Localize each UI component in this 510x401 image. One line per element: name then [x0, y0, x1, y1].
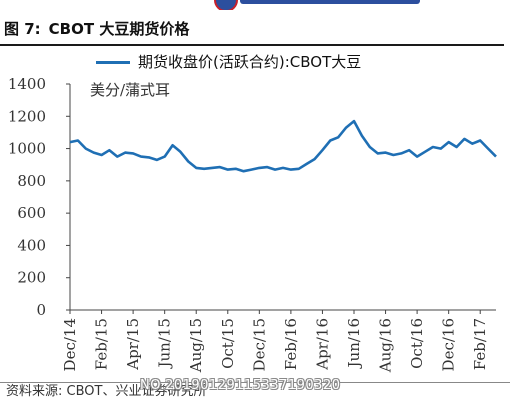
y-tick-label: 200 — [17, 269, 46, 287]
x-tick-label: Feb/16 — [282, 318, 300, 370]
x-tick-label: Feb/17 — [471, 318, 489, 370]
y-tick-label: 1200 — [8, 107, 46, 125]
y-tick-label: 800 — [17, 172, 46, 190]
figure-title: CBOT 大豆期货价格 — [48, 20, 190, 38]
brand-banner — [0, 0, 510, 10]
y-tick-label: 1400 — [8, 75, 46, 93]
y-tick-label: 1000 — [8, 140, 46, 158]
x-tick-label: Jun/15 — [156, 318, 174, 369]
x-tick-label: Oct/15 — [219, 318, 237, 369]
x-tick-label: Dec/15 — [250, 318, 268, 371]
x-tick-label: Jun/16 — [345, 318, 363, 369]
x-tick-label: Oct/16 — [408, 318, 426, 369]
x-tick-label: Apr/15 — [124, 318, 142, 371]
source-footer: 资料来源: CBOT、兴业证券研究所 NO.201901291153371903… — [0, 378, 510, 401]
x-tick-label: Aug/16 — [377, 318, 395, 373]
x-tick-label: Feb/15 — [93, 318, 111, 370]
chart-ticks: 0 200 400 600 800 1000 1200 1400 Dec/14 Feb/15 Apr… — [8, 75, 489, 373]
y-tick-label: 400 — [17, 236, 46, 254]
unit-label: 美分/蒲式耳 — [90, 81, 171, 99]
y-tick-label: 0 — [36, 301, 46, 319]
brand-wordmark — [240, 0, 420, 4]
legend-line-swatch — [96, 60, 130, 64]
watermark-text: NO.20190129115337190320 — [140, 378, 341, 393]
chart-axes — [69, 84, 496, 311]
figure-header: 图 7: CBOT 大豆期货价格 — [0, 14, 504, 46]
x-tick-label: Aug/15 — [187, 318, 205, 373]
figure-number: 图 7: — [4, 20, 41, 38]
chart-legend: 期货收盘价(活跃合约):CBOT大豆 — [96, 50, 361, 74]
legend-label: 期货收盘价(活跃合约):CBOT大豆 — [138, 53, 362, 71]
series-line — [69, 119, 497, 173]
x-tick-label: Apr/16 — [313, 318, 331, 371]
y-tick-label: 600 — [17, 204, 46, 222]
source-note: 资料来源: CBOT、兴业证券研究所 — [6, 384, 207, 399]
x-tick-label: Dec/14 — [61, 318, 79, 371]
x-tick-label: Dec/16 — [440, 318, 458, 371]
